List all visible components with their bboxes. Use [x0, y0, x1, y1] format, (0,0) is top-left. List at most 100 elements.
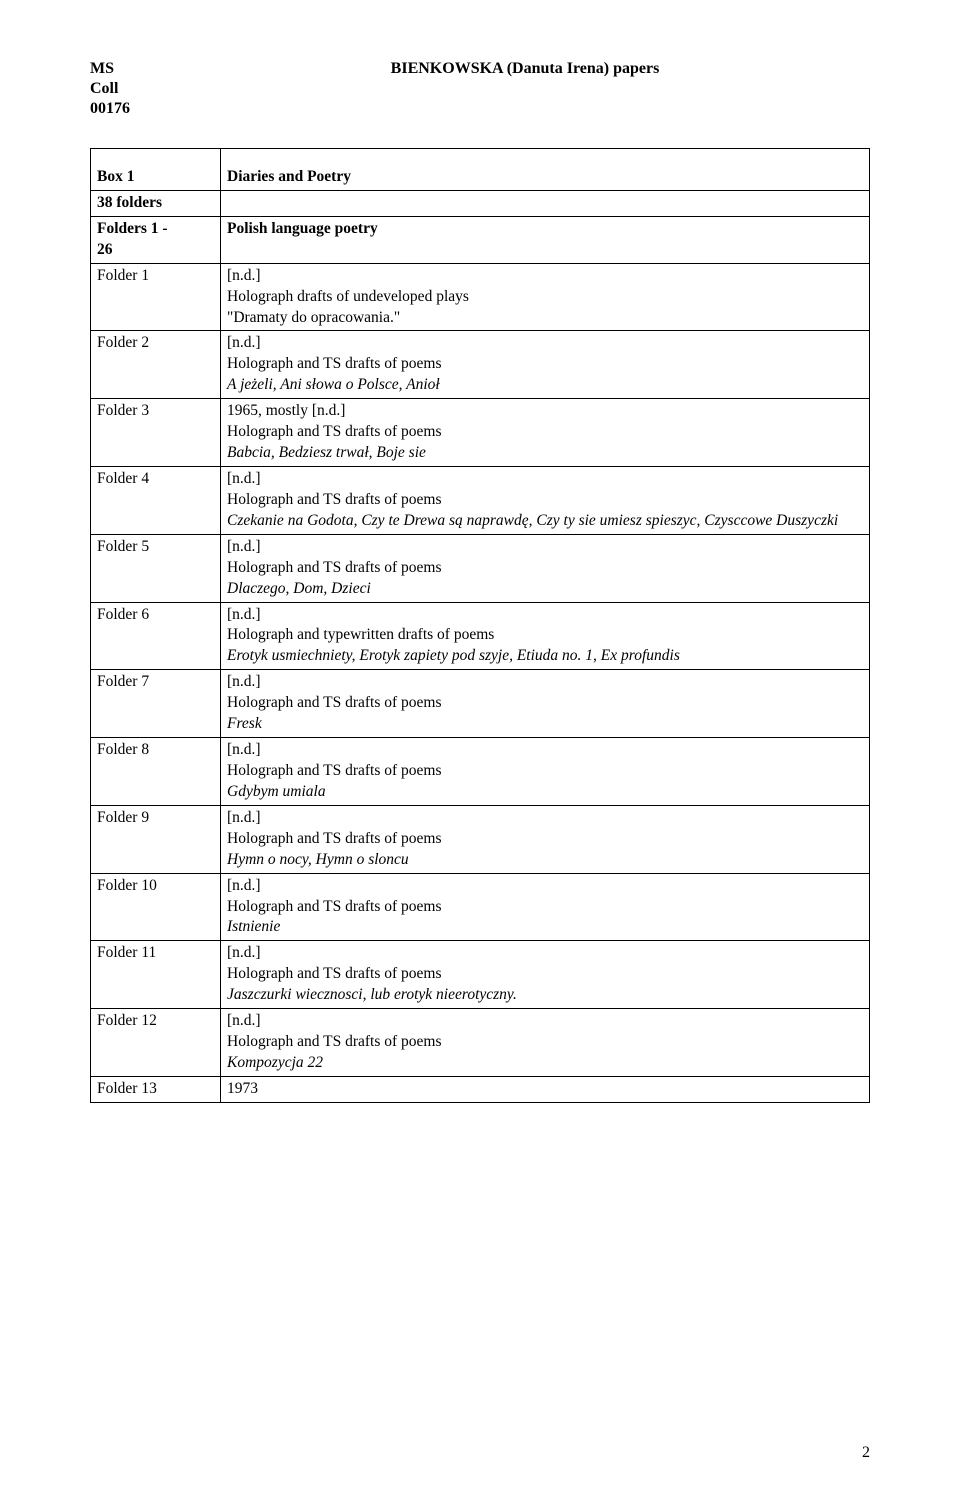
text-line: Folder 9	[97, 809, 149, 826]
text-line: [n.d.]	[227, 606, 261, 623]
text-line: Folder 6	[97, 606, 149, 623]
text-line: Folder 5	[97, 538, 149, 555]
table-row: Folder 8 [n.d.] Holograph and TS drafts of…	[91, 738, 870, 806]
page-number: 2	[862, 1444, 870, 1462]
label-cell: Folder 5	[91, 534, 221, 602]
label-cell: Folder 9	[91, 805, 221, 873]
text-line: [n.d.]	[227, 267, 261, 284]
label-cell: Box 1	[91, 149, 221, 191]
content-cell: [n.d.] Holograph and TS drafts of poems Fr…	[221, 670, 870, 738]
text-line: [n.d.]	[227, 1012, 261, 1029]
text-line: Holograph and TS drafts of poems	[227, 423, 442, 440]
page-title: BIENKOWSKA (Danuta Irena) papers	[180, 60, 870, 78]
content-cell: Diaries and Poetry	[221, 149, 870, 191]
text-line: "Dramaty do opracowania."	[227, 309, 400, 326]
text-line: Polish language poetry	[227, 220, 378, 237]
content-cell: [n.d.] Holograph and typewritten drafts o…	[221, 602, 870, 670]
text-line: [n.d.]	[227, 334, 261, 351]
text-line: Czekanie na Godota, Czy te Drewa są napr…	[227, 512, 838, 529]
text-line: Box 1	[97, 168, 134, 185]
text-line: Folder 8	[97, 741, 149, 758]
table-row: Folder 12 [n.d.] Holograph and TS drafts o…	[91, 1009, 870, 1077]
table-row: Folder 13 1973	[91, 1076, 870, 1102]
table-row: Folder 11 [n.d.]Holograph and TS drafts o…	[91, 941, 870, 1009]
page-header: MS BIENKOWSKA (Danuta Irena) papers Coll…	[90, 60, 870, 118]
text-line: Holograph and TS drafts of poems	[227, 762, 442, 779]
text-line: Folder 1	[97, 267, 149, 284]
table-row: Folder 10 [n.d.] Holograph and TS drafts o…	[91, 873, 870, 941]
text-line: Istnienie	[227, 918, 280, 935]
label-cell: Folder 7	[91, 670, 221, 738]
content-cell: [n.d.] Holograph drafts of undeveloped pl…	[221, 263, 870, 331]
label-cell: Folder 11	[91, 941, 221, 1009]
text-line: Gdybym umiala	[227, 783, 326, 800]
text-line: Holograph and typewritten drafts of poem…	[227, 626, 494, 643]
table-row: Folder 3 1965, mostly [n.d.] Holograph and…	[91, 399, 870, 467]
text-line: Folder 2	[97, 334, 149, 351]
text-line: Folder 11	[97, 944, 156, 961]
text-line: Folder 4	[97, 470, 149, 487]
text-line: Folder 12	[97, 1012, 157, 1029]
text-line: Holograph and TS drafts of poems	[227, 559, 442, 576]
table-row: 38 folders	[91, 190, 870, 216]
text-line: Holograph and TS drafts of poems	[227, 694, 442, 711]
content-cell: [n.d.]Holograph and TS drafts of poemsJa…	[221, 941, 870, 1009]
text-line: [n.d.]	[227, 741, 261, 758]
content-cell: [n.d.] Holograph and TS drafts of poems Dl…	[221, 534, 870, 602]
text-line: Folder 13	[97, 1080, 157, 1097]
label-cell: Folder 4	[91, 466, 221, 534]
text-line: Holograph and TS drafts of poems	[227, 898, 442, 915]
content-cell: [n.d.] Holograph and TS drafts of poems Is…	[221, 873, 870, 941]
text-line: 26	[97, 241, 113, 258]
content-cell: Polish language poetry	[221, 216, 870, 263]
text-line: Babcia, Bedziesz trwał, Boje sie	[227, 444, 426, 461]
text-line: Holograph and TS drafts of poems	[227, 355, 442, 372]
table-row: Folder 4[n.d.]Holograph and TS drafts of…	[91, 466, 870, 534]
label-cell: 38 folders	[91, 190, 221, 216]
content-cell	[221, 190, 870, 216]
text-line: Holograph and TS drafts of poems	[227, 491, 442, 508]
table-row: Folder 9 [n.d.] Holograph and TS drafts of…	[91, 805, 870, 873]
text-line: Holograph drafts of undeveloped plays	[227, 288, 469, 305]
text-line: Kompozycja 22	[227, 1054, 323, 1071]
table-row: Folder 6 [n.d.] Holograph and typewritten …	[91, 602, 870, 670]
text-line: [n.d.]	[227, 809, 261, 826]
label-cell: Folder 6	[91, 602, 221, 670]
table-row: Folder 5 [n.d.] Holograph and TS drafts of…	[91, 534, 870, 602]
text-line: Diaries and Poetry	[227, 168, 351, 185]
content-cell: [n.d.] Holograph and TS drafts of poems Hy…	[221, 805, 870, 873]
text-line: Folder 3	[97, 402, 149, 419]
table-row: Folder 2 [n.d.] Holograph and TS drafts of…	[91, 331, 870, 399]
text-line: [n.d.]	[227, 673, 261, 690]
label-cell: Folders 1 - 26	[91, 216, 221, 263]
text-line: Hymn o nocy, Hymn o sloncu	[227, 851, 409, 868]
content-cell: [n.d.] Holograph and TS drafts of poems A …	[221, 331, 870, 399]
label-cell: Folder 12	[91, 1009, 221, 1077]
header-left-3: 00176	[90, 100, 870, 118]
text-line: [n.d.]	[227, 944, 261, 961]
text-line: Holograph and TS drafts of poems	[227, 1033, 442, 1050]
text-line: [n.d.]	[227, 538, 261, 555]
label-cell: Folder 10	[91, 873, 221, 941]
text-line: Fresk	[227, 715, 262, 732]
label-cell: Folder 3	[91, 399, 221, 467]
text-line: Folder 7	[97, 673, 149, 690]
text-line: Dlaczego, Dom, Dzieci	[227, 580, 371, 597]
text-line: 1965, mostly [n.d.]	[227, 402, 345, 419]
text-line: Folders 1 -	[97, 220, 168, 237]
table-row: Box 1 Diaries and Poetry	[91, 149, 870, 191]
header-left-2: Coll	[90, 80, 870, 98]
label-cell: Folder 13	[91, 1076, 221, 1102]
text-line: A jeżeli, Ani słowa o Polsce, Anioł	[227, 376, 440, 393]
table-row: Folder 7 [n.d.] Holograph and TS drafts of…	[91, 670, 870, 738]
finding-aid-table: Box 1Diaries and Poetry38 foldersFolders…	[90, 148, 870, 1103]
text-line: Erotyk usmiechniety, Erotyk zapiety pod …	[227, 647, 680, 664]
label-cell: Folder 2	[91, 331, 221, 399]
content-cell: 1973	[221, 1076, 870, 1102]
text-line: Folder 10	[97, 877, 157, 894]
text-line: [n.d.]	[227, 877, 261, 894]
text-line: Holograph and TS drafts of poems	[227, 830, 442, 847]
content-cell: 1965, mostly [n.d.] Holograph and TS draf…	[221, 399, 870, 467]
table-row: Folders 1 - 26 Polish language poetry	[91, 216, 870, 263]
label-cell: Folder 1	[91, 263, 221, 331]
